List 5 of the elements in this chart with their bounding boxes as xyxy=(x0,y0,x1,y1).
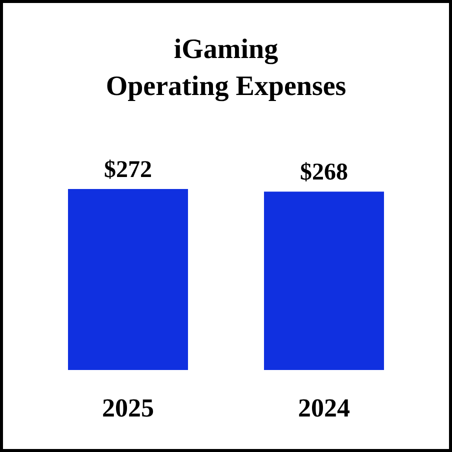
x-tick-label: 2025 xyxy=(102,393,154,422)
chart-title: iGaming Operating Expenses xyxy=(104,33,348,104)
x-tick-label: 2024 xyxy=(298,393,350,422)
data-label: $268 xyxy=(300,160,348,186)
data-label: $272 xyxy=(104,157,152,183)
